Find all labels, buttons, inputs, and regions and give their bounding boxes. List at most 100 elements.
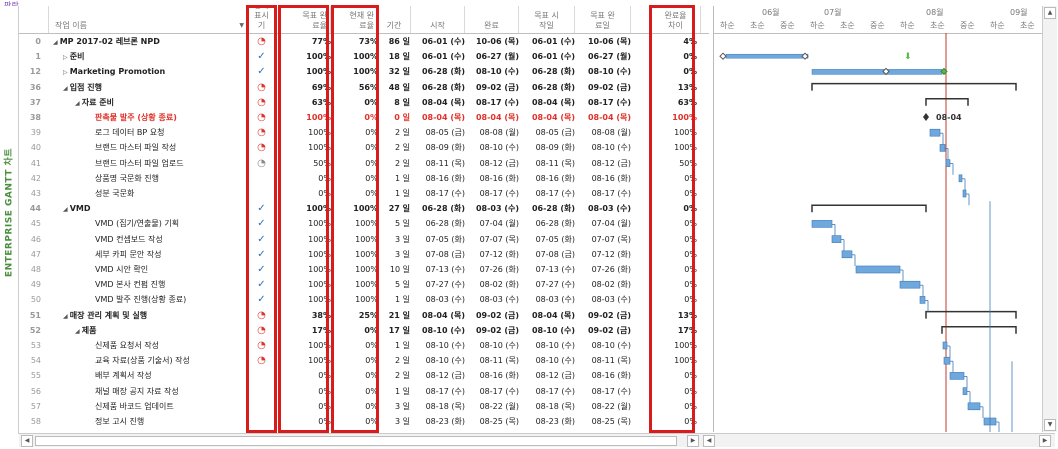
task-name: 상품명 국문화 진행 — [95, 173, 159, 183]
task-row[interactable]: 52 ◢ 제품 ◔ 17% 0% 17 일 08-10 (수) 09-02 (금) 08-10 … — [19, 323, 709, 338]
vertical-scrollbar[interactable]: ▲ ▼ — [1042, 6, 1057, 432]
gantt-month-label: 08월 — [926, 8, 944, 17]
task-row[interactable]: 37 ◢ 자료 준비 ◔ 63% 0% 8 일 08-04 (목) 08-17 (수) 08-0… — [19, 95, 709, 110]
target-start-date: 08-12 (금) — [535, 371, 575, 381]
current-pct: 0% — [365, 128, 378, 138]
task-row[interactable]: 45 VMD (집기/연출물) 기획 ✓ 100% 100% 5 일 06-28 (화) 07… — [19, 216, 709, 231]
task-row[interactable]: 54 교육 자료(상품 기술서) 작성 ◔ 100% 0% 2 일 08-10 (수) 08-… — [19, 353, 709, 368]
task-row[interactable]: 40 브랜드 마스터 파일 작성 ◔ 100% 0% 2 일 08-09 (화) 08-10 … — [19, 140, 709, 155]
status-complete-icon: ✓ — [257, 264, 266, 275]
task-row[interactable]: 56 채널 매장 공지 자료 작성 0% 0% 1 일 08-17 (수) 08-17 (수… — [19, 384, 709, 399]
row-id: 44 — [29, 204, 41, 214]
scroll-right-button[interactable]: ▶ — [687, 435, 699, 447]
completion-gap: 17% — [677, 325, 697, 335]
task-row[interactable]: 12 ▷ Marketing Promotion ✓ 100% 100% 32 일 06-2… — [19, 64, 709, 79]
expand-toggle-icon[interactable]: ◢ — [75, 99, 82, 107]
start-date: 08-04 (목) — [421, 310, 465, 320]
task-row[interactable]: 1 ▷ 준비 ✓ 100% 100% 18 일 06-01 (수) 06-27 (월) 06-0… — [19, 49, 709, 64]
current-pct: 100% — [355, 219, 378, 229]
start-date: 06-28 (화) — [421, 67, 465, 77]
scroll-down-button[interactable]: ▼ — [1044, 419, 1056, 431]
target-pct: 0% — [318, 386, 331, 396]
duration: 2 일 — [395, 128, 410, 138]
task-row[interactable]: 57 신제품 바코드 업데이트 0% 0% 3 일 08-18 (목) 08-22 (월) 0… — [19, 399, 709, 414]
row-id: 54 — [30, 356, 41, 366]
current-pct: 0% — [365, 143, 378, 153]
row-id: 37 — [29, 97, 41, 107]
expand-toggle-icon[interactable]: ◢ — [53, 39, 60, 46]
completion-gap: 0% — [684, 189, 697, 198]
expand-toggle-icon[interactable]: ◢ — [75, 327, 82, 335]
status-complete-icon: ✓ — [257, 294, 266, 306]
duration: 3 일 — [395, 249, 410, 259]
header-task-name[interactable]: 작업 이름 ▼ — [49, 6, 249, 33]
target-start-date: 08-17 (수) — [535, 189, 575, 198]
task-row[interactable]: 50 VMD 발주 진행(상황 종료) ✓ 100% 100% 1 일 08-03 (수) 0… — [19, 292, 709, 307]
scroll-left-button[interactable]: ◀ — [21, 435, 33, 447]
row-id: 56 — [30, 386, 41, 396]
header-target-pct[interactable]: 목표 완료율 — [275, 6, 331, 33]
target-finish-date: 07-26 (화) — [591, 265, 631, 274]
header-start[interactable]: 시작 — [411, 6, 465, 33]
header-target-finish[interactable]: 목표 완료일 — [575, 6, 631, 33]
header-gap[interactable]: 완료율 차이 — [651, 6, 701, 33]
task-row[interactable]: 58 정보 고시 진행 0% 0% 3 일 08-23 (화) 08-25 (목) 08-23… — [19, 414, 709, 429]
task-name: VMD 컨셉보드 작성 — [95, 234, 163, 244]
task-name: 판촉물 발주 (상황 종료) — [95, 113, 177, 122]
task-row[interactable]: 43 성분 국문화 0% 0% 1 일 08-17 (수) 08-17 (수) 08-17 (… — [19, 186, 709, 201]
start-date: 07-08 (금) — [425, 249, 465, 259]
header-target-start[interactable]: 목표 시작일 — [519, 6, 575, 33]
finish-date: 08-02 (화) — [479, 280, 519, 290]
target-finish-date: 08-16 (화) — [591, 173, 631, 183]
expand-toggle-icon[interactable]: ◢ — [63, 312, 70, 320]
task-row[interactable]: 49 VMD 본사 컨펌 진행 ✓ 100% 100% 5 일 07-27 (수) 08-02… — [19, 277, 709, 292]
target-pct: 38% — [311, 310, 331, 320]
gantt-scroll-right-button[interactable]: ▶ — [1039, 435, 1051, 447]
target-finish-date: 08-04 (목) — [587, 113, 631, 122]
task-row[interactable]: 36 ◢ 입점 진행 ◔ 69% 56% 48 일 06-28 (화) 09-02 (금) 06… — [19, 80, 709, 95]
task-row[interactable]: 47 세부 카피 문안 작성 ✓ 100% 100% 3 일 07-08 (금) 07-12 … — [19, 247, 709, 262]
finish-date: 08-25 (목) — [479, 417, 519, 426]
header-duration[interactable]: 기간 — [378, 6, 411, 33]
row-id: 38 — [29, 113, 41, 122]
summary-bracket — [811, 82, 1017, 91]
task-row[interactable]: 51 ◢ 매장 관리 계획 및 실행 ◔ 38% 25% 21 일 08-04 (목) 09-… — [19, 308, 709, 323]
task-row[interactable]: 46 VMD 컨셉보드 작성 ✓ 100% 100% 3 일 07-05 (화) 07-07 … — [19, 232, 709, 247]
filter-dropdown-icon[interactable]: ▼ — [239, 22, 244, 29]
gantt-period-label: 초순 — [1020, 21, 1035, 30]
gantt-period-label: 하순 — [990, 21, 1005, 30]
expand-toggle-icon[interactable]: ◢ — [63, 206, 70, 214]
finish-date: 06-27 (월) — [475, 52, 519, 62]
scroll-thumb[interactable] — [35, 436, 677, 446]
task-name: 브랜드 마스터 파일 작성 — [95, 143, 177, 153]
expand-toggle-icon[interactable]: ▷ — [63, 54, 70, 62]
target-finish-date: 09-02 (금) — [587, 325, 631, 335]
highlight-target-pct — [278, 5, 329, 433]
task-row[interactable]: 44 ◢ VMD ✓ 100% 100% 27 일 06-28 (화) 08-03 (수) 06… — [19, 201, 709, 216]
expand-toggle-icon[interactable]: ▷ — [63, 69, 70, 77]
header-finish[interactable]: 완료 — [465, 6, 519, 33]
gantt-scroll-left-button[interactable]: ◀ — [703, 435, 715, 447]
task-row[interactable]: 55 배부 계획서 작성 0% 0% 2 일 08-12 (금) 08-16 (화) 08-1… — [19, 368, 709, 383]
task-row[interactable]: 41 브랜드 마스터 파일 업로드 ◔ 50% 0% 2 일 08-11 (목) 08-12 … — [19, 156, 709, 171]
horizontal-scrollbar[interactable]: ◀ ▶ ◀ ▶ — [19, 433, 1055, 447]
task-row[interactable]: 0 ◢ MP 2017-02 레브론 NPD ◔ 77% 73% 86 일 06-01 (수… — [19, 34, 709, 49]
task-row[interactable]: 53 신제품 요청서 작성 ◔ 100% 0% 1 일 08-10 (수) 08-10 (수)… — [19, 338, 709, 353]
expand-toggle-icon[interactable]: ◢ — [63, 84, 70, 92]
finish-date: 07-26 (화) — [479, 265, 519, 274]
target-pct: 100% — [308, 249, 331, 259]
scroll-up-button[interactable]: ▲ — [1044, 7, 1056, 19]
task-row[interactable]: 48 VMD 시안 확인 ✓ 100% 100% 10 일 07-13 (수) 07-26 (… — [19, 262, 709, 277]
summary-bracket — [925, 310, 1017, 319]
target-finish-date: 08-02 (화) — [591, 280, 631, 290]
task-row[interactable]: 38 판촉물 발주 (상황 종료) ◔ 100% 0% 0 일 08-04 (목) 08-04… — [19, 110, 709, 125]
task-row[interactable]: 39 로그 데이터 BP 요청 ◔ 100% 0% 2 일 08-05 (금) 08-08 (… — [19, 125, 709, 140]
target-pct: 100% — [306, 204, 331, 214]
grid-header: 작업 이름▼ 상태 표시기 목표 완료율 현재 완료율 기간 시작 완료 목표 … — [19, 6, 709, 34]
current-pct: 0% — [365, 386, 378, 396]
start-date: 08-04 (목) — [421, 97, 465, 107]
start-date: 08-16 (화) — [425, 173, 465, 183]
task-bar — [967, 402, 981, 411]
task-row[interactable]: 42 상품명 국문화 진행 0% 0% 1 일 08-16 (화) 08-16 (화) 08-… — [19, 171, 709, 186]
